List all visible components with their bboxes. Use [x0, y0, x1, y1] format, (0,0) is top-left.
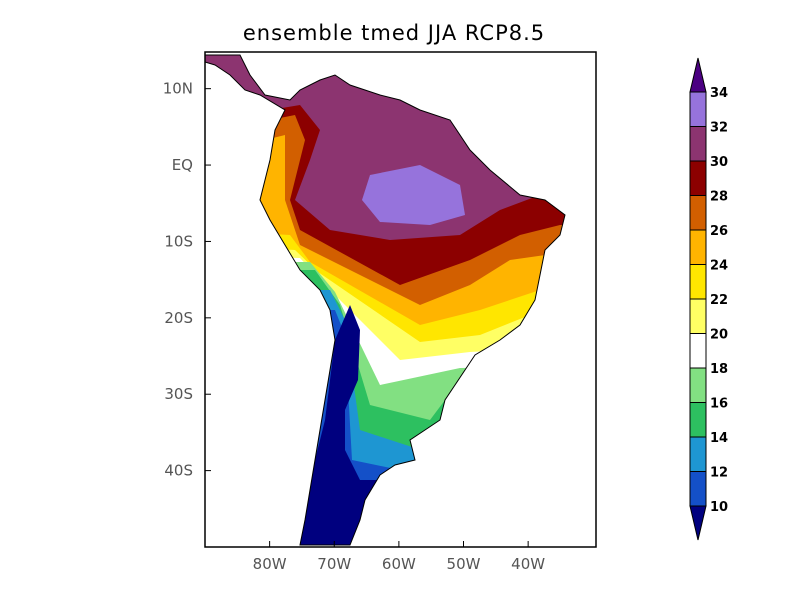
colorbar-box [689, 91, 707, 127]
colorbar-box [689, 195, 707, 231]
colorbar-label: 32 [710, 121, 728, 136]
colorbar-label: 14 [710, 431, 728, 446]
colorbar-box [689, 298, 707, 334]
colorbar-box [689, 333, 707, 369]
colorbar-label: 12 [710, 466, 728, 481]
lon-tick-label: 70W [317, 555, 351, 573]
latitude-axis: 10N EQ 10S 20S 30S 40S [163, 80, 211, 480]
colorbar-box [689, 264, 707, 300]
colorbar-box [689, 126, 707, 162]
lon-tick-label: 60W [382, 555, 416, 573]
lon-tick-label: 50W [447, 555, 481, 573]
colorbar-label: 34 [710, 86, 728, 101]
colorbar-box [689, 160, 707, 196]
colorbar: 10 12 14 16 18 20 22 24 26 28 30 32 34 [689, 57, 728, 541]
map-frame [204, 51, 597, 548]
lat-tick-label: 20S [164, 309, 193, 327]
lat-tick-label: 10S [164, 232, 193, 250]
colorbar-box [689, 471, 707, 507]
lon-tick-label: 40W [511, 555, 545, 573]
colorbar-label: 28 [710, 190, 728, 205]
temperature-contours [205, 55, 565, 545]
lat-tick-label: 10N [163, 80, 193, 98]
colorbar-label: 16 [710, 397, 728, 412]
colorbar-label: 10 [710, 500, 728, 515]
colorbar-below-triangle [689, 505, 707, 541]
colorbar-box [689, 436, 707, 472]
colorbar-box [689, 402, 707, 438]
colorbar-box [689, 367, 707, 403]
colorbar-box [689, 229, 707, 265]
band-below-10 [290, 305, 380, 545]
colorbar-label: 26 [710, 224, 728, 239]
colorbar-label: 20 [710, 328, 728, 343]
lon-tick-label: 80W [253, 555, 287, 573]
colorbar-label: 24 [710, 259, 728, 274]
band-32-34 [362, 165, 465, 225]
colorbar-above-triangle [689, 57, 707, 93]
lat-tick-label: EQ [172, 156, 193, 174]
longitude-axis: 80W 70W 60W 50W 40W [253, 541, 545, 573]
colorbar-label: 22 [710, 293, 728, 308]
colorbar-label: 18 [710, 362, 728, 377]
lat-tick-label: 30S [164, 385, 193, 403]
lat-tick-label: 40S [164, 462, 193, 480]
map-title: ensemble tmed JJA RCP8.5 [243, 21, 545, 45]
colorbar-label: 30 [710, 155, 728, 170]
